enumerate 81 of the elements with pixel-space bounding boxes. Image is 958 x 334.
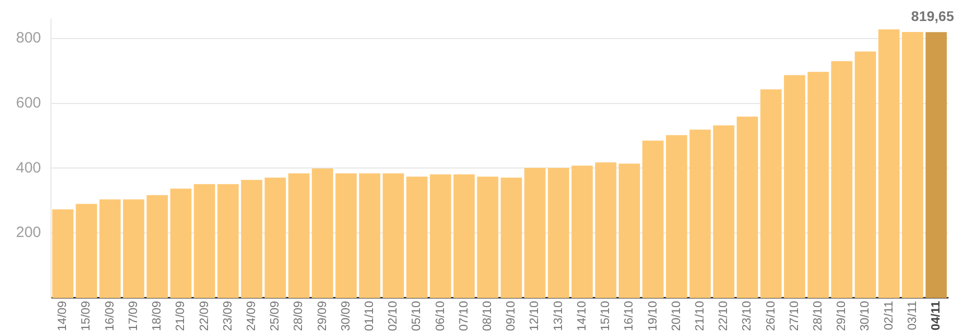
bar: [477, 176, 498, 298]
x-tick-label: 08/10: [480, 300, 494, 331]
bar: [902, 32, 924, 298]
y-tick-label: 800: [16, 30, 42, 47]
bar: [736, 116, 758, 298]
x-tick-label: 24/09: [244, 300, 258, 331]
y-tick-label: 200: [16, 224, 42, 242]
x-tick-label: 09/10: [504, 300, 518, 331]
bar: [217, 184, 239, 298]
bar: [784, 75, 806, 298]
bar: [642, 140, 664, 298]
x-tick-label: 30/09: [338, 300, 352, 331]
x-tick-label: 25/09: [268, 300, 282, 331]
x-tick-label: 04/11: [928, 300, 943, 330]
x-tick-label: 19/10: [645, 300, 660, 331]
x-tick-label: 22/10: [716, 300, 730, 331]
bar: [335, 173, 357, 298]
bar: [760, 89, 782, 298]
x-tick-label: 20/10: [668, 300, 683, 331]
bar: [500, 178, 522, 298]
x-tick-label: 15/10: [598, 300, 612, 331]
bar: [406, 176, 428, 298]
bar: [831, 61, 852, 298]
bar: [618, 164, 640, 298]
x-tick-label: 15/09: [78, 300, 93, 331]
data-label: 819,65: [911, 8, 954, 24]
x-tick-label: 14/09: [55, 300, 70, 331]
bar: [595, 162, 616, 298]
bar: [572, 166, 593, 298]
bar: [926, 32, 947, 298]
bar: [854, 51, 876, 298]
bar: [288, 173, 310, 298]
bar: [52, 209, 74, 298]
bar: [359, 173, 380, 298]
bar: [666, 135, 688, 298]
x-tick-label: 12/10: [527, 300, 542, 331]
x-tick-label: 29/09: [314, 300, 329, 331]
bar: [241, 180, 262, 298]
bar: [382, 173, 404, 298]
x-tick-label: 02/10: [386, 300, 400, 331]
x-tick-label: 23/09: [220, 300, 234, 331]
bar: [99, 199, 121, 298]
bar: [524, 168, 546, 298]
x-tick-label: 27/10: [786, 300, 801, 331]
x-tick-label: 28/10: [810, 300, 824, 331]
bar: [146, 195, 168, 298]
bar: [430, 174, 452, 298]
x-tick-label: 07/10: [456, 300, 470, 331]
bar: [878, 29, 900, 298]
x-tick-label: 01/10: [362, 300, 376, 331]
x-tick-label: 17/09: [126, 300, 140, 331]
x-tick-label: 06/10: [432, 300, 447, 331]
y-tick-label: 600: [16, 94, 42, 112]
x-tick-label: 18/09: [150, 300, 164, 331]
x-tick-label: 21/10: [692, 300, 706, 331]
x-tick-label: 21/09: [173, 300, 188, 331]
x-tick-label: 23/10: [740, 300, 754, 331]
x-tick-label: 29/10: [834, 300, 848, 331]
x-tick-label: 13/10: [550, 300, 565, 331]
bar: [123, 199, 144, 298]
bar: [713, 125, 734, 298]
x-tick-label: 28/09: [291, 300, 306, 331]
x-tick-label: 16/09: [102, 300, 116, 331]
x-tick-label: 14/10: [574, 300, 588, 331]
x-tick-label: 30/10: [858, 300, 872, 331]
bar: [453, 174, 475, 298]
bar: [264, 178, 286, 298]
bar: [170, 188, 192, 298]
x-tick-label: 03/11: [904, 300, 919, 330]
bar: [76, 204, 98, 298]
bar: [808, 72, 829, 298]
bar: [690, 130, 711, 298]
x-tick-label: 16/10: [622, 300, 636, 331]
x-tick-label: 02/11: [881, 300, 896, 330]
x-tick-label: 26/10: [763, 300, 778, 331]
bar: [194, 184, 216, 298]
x-tick-label: 22/09: [196, 300, 211, 331]
bar: [548, 168, 570, 298]
y-tick-label: 400: [16, 159, 42, 176]
x-tick-label: 05/10: [409, 300, 424, 331]
bar: [312, 168, 334, 298]
